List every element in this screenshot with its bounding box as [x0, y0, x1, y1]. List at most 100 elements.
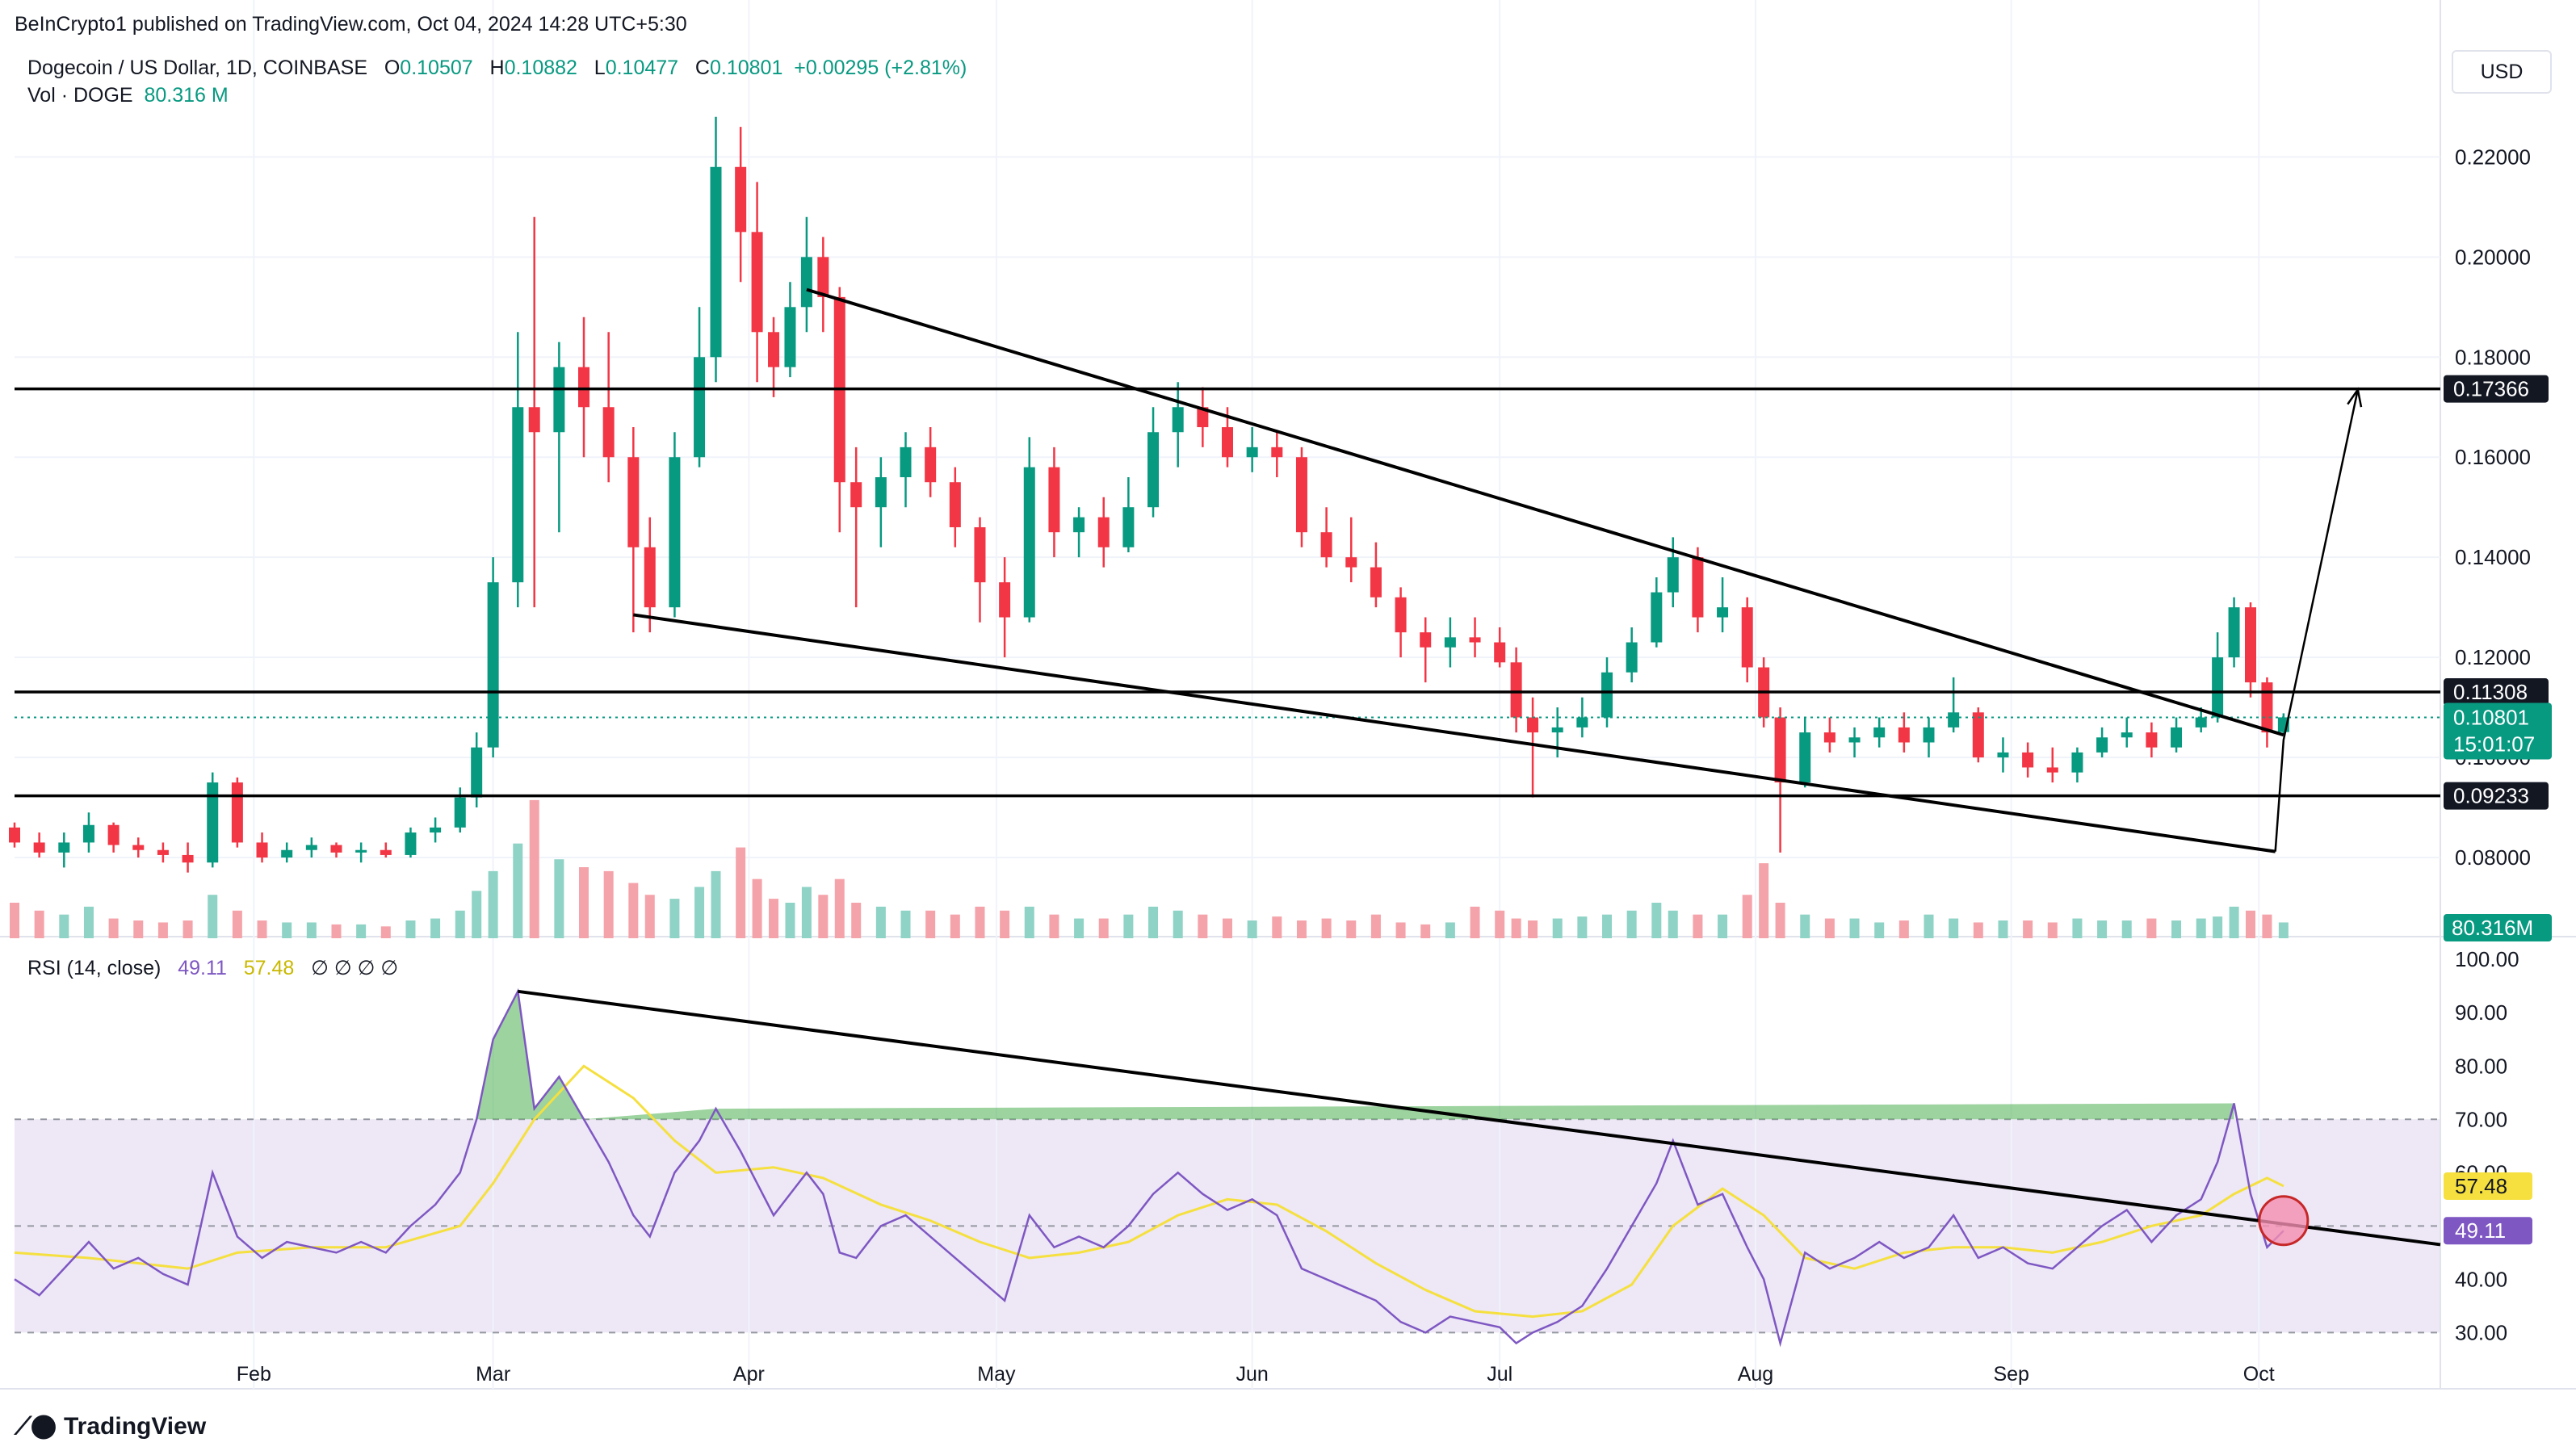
publisher-line: BeInCrypto1 published on TradingView.com… [15, 13, 687, 36]
volume-bar [1000, 910, 1010, 938]
candle-body [82, 824, 94, 843]
rsi-ma-value: 57.48 [243, 957, 295, 979]
volume-bar [282, 922, 292, 938]
candle-body [1948, 712, 1960, 728]
symbol-name[interactable]: Dogecoin / US Dollar, 1D, COINBASE [27, 57, 367, 79]
x-tick-label: Mar [476, 1363, 510, 1386]
volume-bar [1296, 920, 1307, 938]
candle-body [1626, 642, 1638, 673]
volume-bar [208, 895, 218, 938]
candle-body [1823, 732, 1836, 743]
rsi-value-label: 49.11 [2455, 1218, 2506, 1243]
candle-body [1997, 752, 2009, 758]
candle-body [2121, 732, 2133, 738]
candle-body [974, 526, 986, 583]
candle-body [2022, 752, 2034, 768]
volume-bar [1198, 914, 1208, 938]
volume-bar [1148, 906, 1159, 938]
projection-arrowhead [2347, 387, 2363, 408]
volume-bar [2278, 922, 2289, 938]
rsi-lines [14, 987, 2441, 1348]
volume-bar [1602, 914, 1613, 938]
volume-bar [1718, 914, 1728, 938]
volume-bar [455, 910, 465, 938]
volume-bar [2047, 922, 2058, 938]
volume-bar [1949, 918, 1959, 938]
rsi-value: 49.11 [178, 957, 227, 979]
candle-body [900, 447, 912, 478]
rsi-label[interactable]: RSI (14, close) [27, 957, 162, 979]
price-tick-label: 0.16000 [2455, 445, 2531, 469]
candle-body [1774, 717, 1786, 783]
volume-bar [405, 920, 416, 938]
volume-bar [1998, 920, 2008, 938]
price-tick-label: 0.22000 [2455, 145, 2531, 169]
volume-bar [801, 887, 812, 938]
candle-body [1576, 717, 1588, 728]
volume-bar [1742, 895, 1752, 938]
candle-body [1271, 447, 1283, 458]
candle-body [2261, 682, 2273, 733]
ohlc-close-label: C [694, 57, 710, 79]
rsi-hidden-values: ∅ ∅ ∅ ∅ [311, 957, 399, 979]
volume-bar [694, 887, 705, 938]
volume-bar [1123, 914, 1134, 938]
candle-body [1848, 737, 1861, 743]
candle-body [1717, 607, 1729, 618]
candle-body [694, 357, 706, 458]
volume-bar [331, 924, 342, 938]
ohlc-change: +0.00295 (+2.81%) [794, 57, 967, 79]
volume-bar [257, 920, 267, 938]
candle-body [2244, 607, 2256, 683]
volume-bar [818, 895, 829, 938]
volume-bar [1693, 914, 1703, 938]
candle-body [1601, 672, 1613, 718]
candle-body [553, 367, 565, 433]
volume-bar [472, 891, 482, 938]
candle-body [875, 477, 887, 508]
candle-body [1972, 712, 1984, 758]
candle-body [528, 407, 540, 433]
volume-bar [2213, 916, 2223, 938]
volume-bar [851, 903, 862, 938]
rsi-legend: RSI (14, close) 49.11 57.48 ∅ ∅ ∅ ∅ [27, 956, 398, 980]
volume-bar [2196, 918, 2206, 938]
volume-bar [1668, 910, 1678, 938]
candle-body [1295, 457, 1307, 533]
volume-bar [736, 847, 746, 938]
volume-bar [232, 910, 242, 938]
candle-body [2046, 767, 2058, 773]
candle-body [1395, 597, 1407, 633]
volume-bar [1898, 920, 1909, 938]
candle-body [330, 845, 342, 853]
volume-bar [1626, 910, 1637, 938]
candle-body [33, 842, 45, 853]
volume-label[interactable]: Vol · DOGE [27, 84, 133, 107]
candle-body [58, 842, 70, 853]
candle-body [1172, 407, 1184, 433]
price-tick-label: 0.18000 [2455, 345, 2531, 369]
ohlc-close-value: 0.10801 [709, 57, 783, 79]
candle-body [1527, 717, 1539, 733]
candle-body [1510, 662, 1522, 718]
tradingview-logo[interactable]: ⟋⬤ TradingView [15, 1413, 206, 1440]
candle-body [1122, 507, 1135, 547]
volume-bar [34, 910, 44, 938]
volume-legend: Vol · DOGE 80.316 M [27, 84, 229, 107]
volume-bar [752, 878, 762, 938]
candle-body [1222, 427, 1233, 458]
volume-bar [10, 903, 19, 938]
currency-button[interactable]: USD [2452, 50, 2552, 94]
ohlc-low-label: L [594, 57, 606, 79]
x-tick-label: Sep [1993, 1363, 2028, 1386]
volume-bar [834, 878, 845, 938]
candle-body [1370, 567, 1382, 598]
volume-bar [1173, 910, 1183, 938]
volume-bar [628, 883, 639, 938]
candle-body [850, 482, 862, 508]
candle-body [305, 845, 317, 850]
volume-bar [529, 799, 539, 938]
candle-body [9, 827, 20, 843]
volume-bar [1420, 924, 1431, 938]
candle-body [2146, 732, 2158, 748]
